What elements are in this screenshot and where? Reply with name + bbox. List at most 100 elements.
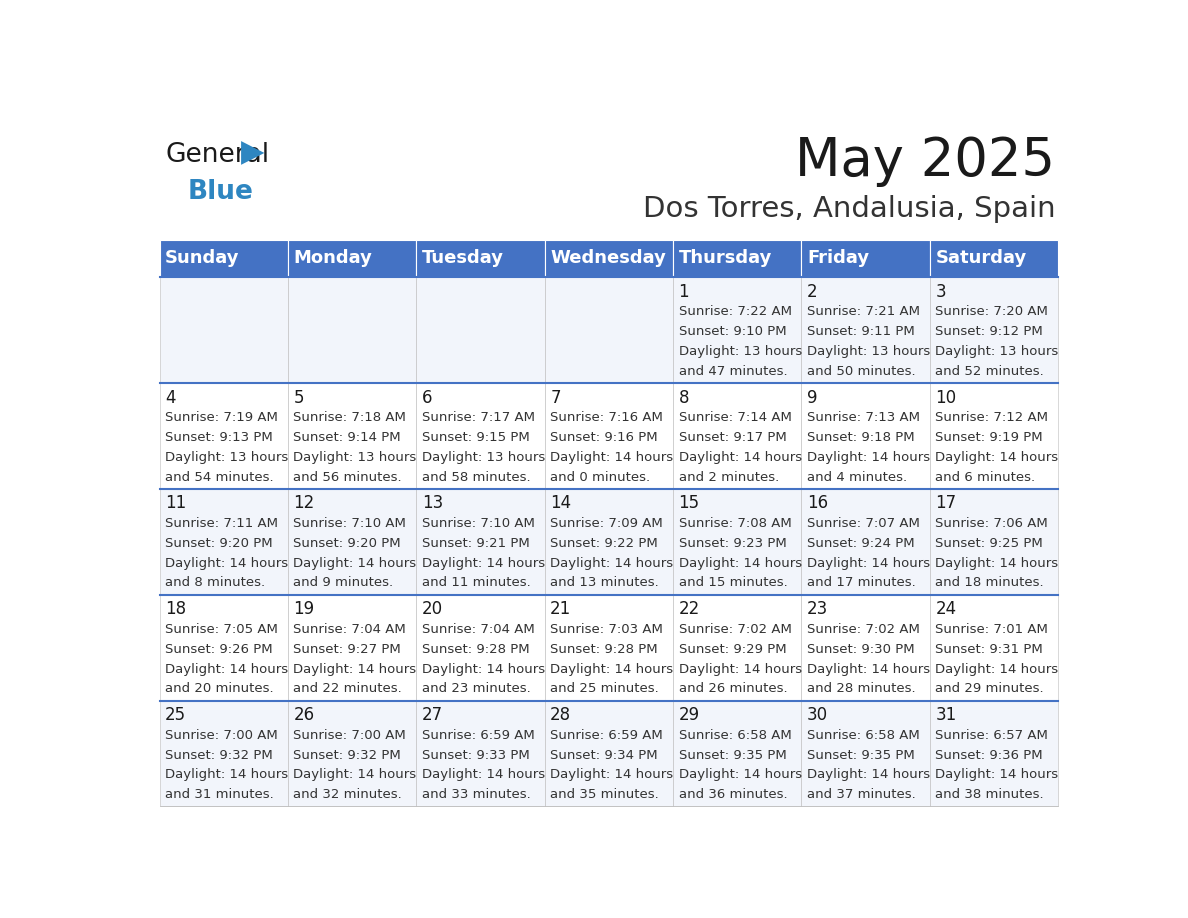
Text: Sunset: 9:34 PM: Sunset: 9:34 PM [550, 748, 658, 762]
Text: 25: 25 [165, 706, 187, 724]
Text: Daylight: 14 hours: Daylight: 14 hours [935, 556, 1059, 569]
Text: 7: 7 [550, 388, 561, 407]
Text: Daylight: 14 hours: Daylight: 14 hours [422, 768, 545, 781]
Text: and 58 minutes.: and 58 minutes. [422, 471, 530, 484]
Text: Friday: Friday [807, 250, 870, 267]
Text: Daylight: 14 hours: Daylight: 14 hours [165, 768, 289, 781]
Text: Sunset: 9:15 PM: Sunset: 9:15 PM [422, 431, 530, 444]
Text: Sunrise: 7:02 AM: Sunrise: 7:02 AM [678, 623, 791, 636]
Text: Daylight: 14 hours: Daylight: 14 hours [935, 768, 1059, 781]
Text: and 18 minutes.: and 18 minutes. [935, 577, 1044, 589]
Text: and 29 minutes.: and 29 minutes. [935, 682, 1044, 695]
Text: Dos Torres, Andalusia, Spain: Dos Torres, Andalusia, Spain [643, 195, 1055, 223]
Text: and 36 minutes.: and 36 minutes. [678, 789, 788, 801]
Bar [416, 595, 544, 700]
Text: Sunset: 9:20 PM: Sunset: 9:20 PM [293, 537, 402, 550]
Text: Sunset: 9:30 PM: Sunset: 9:30 PM [807, 643, 915, 655]
Text: Sunrise: 6:57 AM: Sunrise: 6:57 AM [935, 729, 1048, 742]
Bar [544, 595, 674, 700]
Text: Daylight: 14 hours: Daylight: 14 hours [678, 556, 802, 569]
Text: Sunrise: 7:05 AM: Sunrise: 7:05 AM [165, 623, 278, 636]
Text: Sunday: Sunday [165, 250, 240, 267]
Text: Sunrise: 7:01 AM: Sunrise: 7:01 AM [935, 623, 1048, 636]
Text: Sunrise: 7:10 AM: Sunrise: 7:10 AM [422, 517, 535, 530]
Bar [544, 240, 674, 277]
Bar [287, 383, 416, 488]
Text: Sunset: 9:31 PM: Sunset: 9:31 PM [935, 643, 1043, 655]
Text: and 11 minutes.: and 11 minutes. [422, 577, 531, 589]
Text: 4: 4 [165, 388, 176, 407]
Text: 27: 27 [422, 706, 443, 724]
Text: Daylight: 14 hours: Daylight: 14 hours [935, 451, 1059, 464]
Text: Sunset: 9:33 PM: Sunset: 9:33 PM [422, 748, 530, 762]
Text: 18: 18 [165, 600, 187, 619]
Text: 10: 10 [935, 388, 956, 407]
Text: Sunrise: 7:20 AM: Sunrise: 7:20 AM [935, 306, 1048, 319]
Bar [930, 700, 1059, 806]
Bar [287, 700, 416, 806]
Text: ▶: ▶ [240, 139, 264, 167]
Text: Sunrise: 7:03 AM: Sunrise: 7:03 AM [550, 623, 663, 636]
Text: Sunrise: 7:16 AM: Sunrise: 7:16 AM [550, 411, 663, 424]
Text: and 20 minutes.: and 20 minutes. [165, 682, 273, 695]
Text: 22: 22 [678, 600, 700, 619]
Bar [416, 488, 544, 595]
Text: 14: 14 [550, 495, 571, 512]
Text: Sunset: 9:19 PM: Sunset: 9:19 PM [935, 431, 1043, 444]
Text: Sunset: 9:14 PM: Sunset: 9:14 PM [293, 431, 402, 444]
Text: Daylight: 14 hours: Daylight: 14 hours [678, 663, 802, 676]
Text: Sunset: 9:28 PM: Sunset: 9:28 PM [550, 643, 658, 655]
Text: 28: 28 [550, 706, 571, 724]
Bar [674, 488, 802, 595]
Text: Sunset: 9:26 PM: Sunset: 9:26 PM [165, 643, 273, 655]
Text: 6: 6 [422, 388, 432, 407]
Bar [544, 488, 674, 595]
Text: Sunrise: 7:09 AM: Sunrise: 7:09 AM [550, 517, 663, 530]
Text: Daylight: 14 hours: Daylight: 14 hours [165, 663, 289, 676]
Bar [287, 595, 416, 700]
Bar [802, 240, 930, 277]
Text: Sunset: 9:27 PM: Sunset: 9:27 PM [293, 643, 402, 655]
Text: Daylight: 14 hours: Daylight: 14 hours [678, 768, 802, 781]
Text: Sunset: 9:35 PM: Sunset: 9:35 PM [678, 748, 786, 762]
Text: 1: 1 [678, 283, 689, 300]
Text: and 2 minutes.: and 2 minutes. [678, 471, 779, 484]
Text: Daylight: 14 hours: Daylight: 14 hours [550, 663, 674, 676]
Text: Sunrise: 7:13 AM: Sunrise: 7:13 AM [807, 411, 920, 424]
Text: Saturday: Saturday [935, 250, 1026, 267]
Bar [674, 383, 802, 488]
Text: and 28 minutes.: and 28 minutes. [807, 682, 916, 695]
Text: Daylight: 14 hours: Daylight: 14 hours [935, 663, 1059, 676]
Text: 26: 26 [293, 706, 315, 724]
Bar [287, 488, 416, 595]
Text: and 56 minutes.: and 56 minutes. [293, 471, 402, 484]
Text: Daylight: 14 hours: Daylight: 14 hours [678, 451, 802, 464]
Text: Sunrise: 6:58 AM: Sunrise: 6:58 AM [807, 729, 920, 742]
Bar [802, 383, 930, 488]
Text: Sunset: 9:25 PM: Sunset: 9:25 PM [935, 537, 1043, 550]
Text: Sunset: 9:16 PM: Sunset: 9:16 PM [550, 431, 658, 444]
Text: Sunrise: 7:12 AM: Sunrise: 7:12 AM [935, 411, 1048, 424]
Text: 17: 17 [935, 495, 956, 512]
Text: Sunset: 9:13 PM: Sunset: 9:13 PM [165, 431, 273, 444]
Bar [287, 240, 416, 277]
Text: Sunset: 9:20 PM: Sunset: 9:20 PM [165, 537, 273, 550]
Text: Sunrise: 7:08 AM: Sunrise: 7:08 AM [678, 517, 791, 530]
Text: Sunrise: 7:04 AM: Sunrise: 7:04 AM [422, 623, 535, 636]
Text: 24: 24 [935, 600, 956, 619]
Text: Daylight: 14 hours: Daylight: 14 hours [293, 663, 417, 676]
Bar [544, 383, 674, 488]
Text: Sunrise: 7:04 AM: Sunrise: 7:04 AM [293, 623, 406, 636]
Text: Wednesday: Wednesday [550, 250, 666, 267]
Text: and 6 minutes.: and 6 minutes. [935, 471, 1036, 484]
Text: 23: 23 [807, 600, 828, 619]
Text: Sunrise: 7:07 AM: Sunrise: 7:07 AM [807, 517, 920, 530]
Bar [159, 700, 287, 806]
Text: Sunrise: 7:18 AM: Sunrise: 7:18 AM [293, 411, 406, 424]
Bar [802, 700, 930, 806]
Text: 8: 8 [678, 388, 689, 407]
Text: Daylight: 13 hours: Daylight: 13 hours [935, 345, 1059, 358]
Text: Daylight: 14 hours: Daylight: 14 hours [293, 768, 417, 781]
Bar [159, 240, 287, 277]
Text: Sunrise: 7:10 AM: Sunrise: 7:10 AM [293, 517, 406, 530]
